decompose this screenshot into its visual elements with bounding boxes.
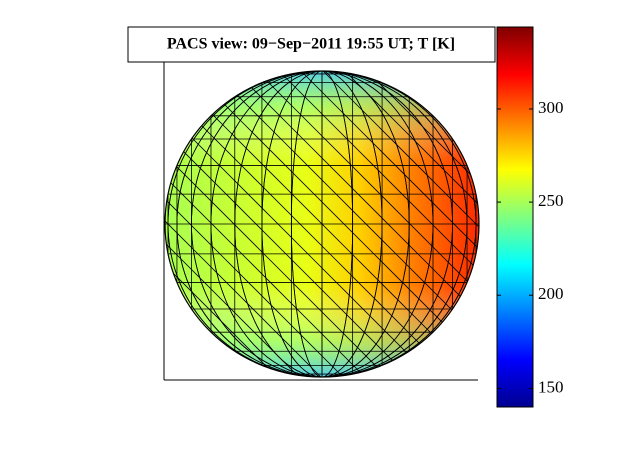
mesh-line bbox=[249, 71, 479, 377]
mesh-line bbox=[359, 71, 479, 377]
title-box bbox=[127, 26, 496, 63]
mesh-line bbox=[165, 71, 417, 377]
mesh-line bbox=[165, 71, 373, 377]
mesh-line bbox=[165, 71, 351, 377]
mesh-line bbox=[165, 71, 395, 377]
chart-title: PACS view: 09−Sep−2011 19:55 UT; T [K] bbox=[167, 36, 455, 53]
mesh-line bbox=[165, 71, 175, 377]
colorbar-tick-label: 200 bbox=[538, 284, 564, 303]
mesh-line bbox=[337, 71, 479, 377]
mesh-line bbox=[165, 71, 329, 377]
mesh-line bbox=[271, 71, 479, 377]
colorbar-tick-label: 150 bbox=[538, 377, 564, 396]
colorbar bbox=[496, 26, 534, 408]
mesh-line bbox=[315, 71, 479, 377]
mesh-line bbox=[165, 71, 285, 377]
mesh-line bbox=[227, 71, 479, 377]
colorbar-tick-label: 250 bbox=[538, 191, 564, 210]
colorbar-tick-label: 300 bbox=[538, 98, 564, 117]
mesh-line bbox=[165, 71, 307, 377]
mesh-line bbox=[165, 71, 479, 377]
mesh-line bbox=[293, 71, 479, 377]
